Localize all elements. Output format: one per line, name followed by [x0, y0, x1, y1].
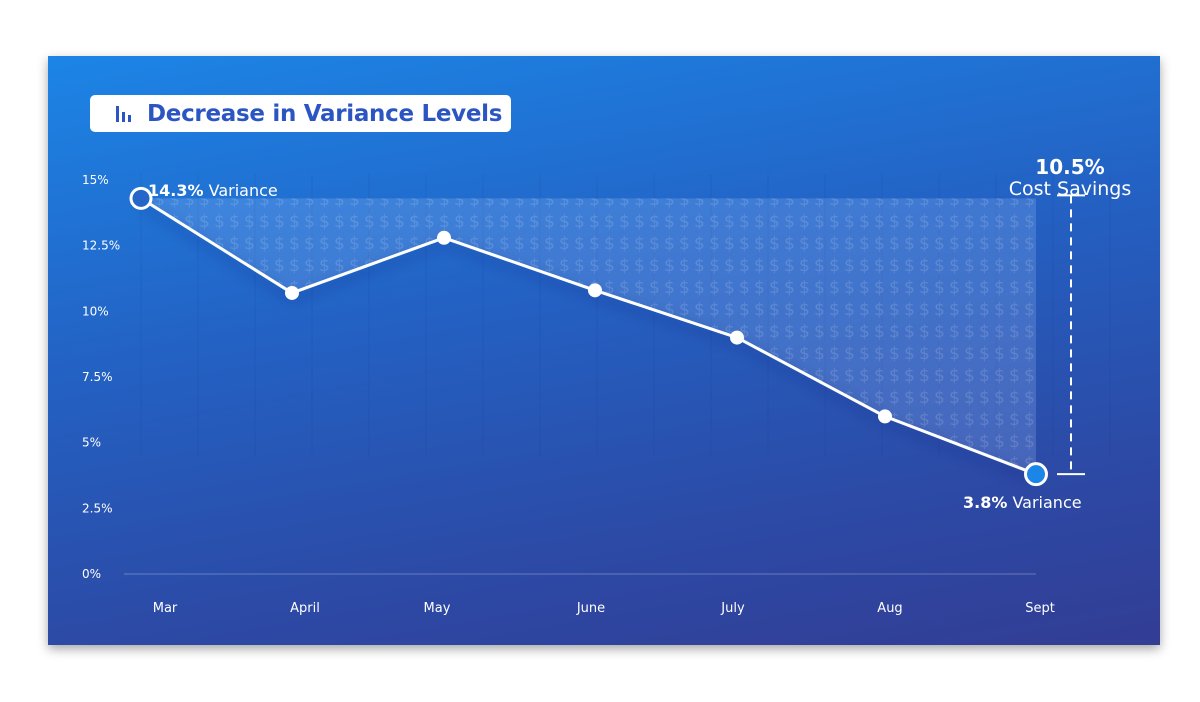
- savings-bracket: [1057, 194, 1085, 476]
- y-tick-label: 15%: [82, 173, 109, 187]
- data-point-start: [129, 186, 153, 210]
- data-point: [730, 330, 744, 345]
- data-point: [588, 283, 602, 298]
- data-point-end: [1024, 462, 1048, 487]
- y-tick-label: 5%: [82, 436, 101, 450]
- x-tick-label: June: [576, 601, 605, 616]
- data-points: [129, 186, 1048, 487]
- y-tick-label: 0%: [82, 567, 101, 581]
- title-badge: Decrease in Variance Levels: [90, 95, 511, 132]
- y-axis-ticks: 0% 2.5% 5% 7.5% 10% 12.5% 15%: [82, 173, 120, 581]
- x-tick-label: Sept: [1025, 601, 1055, 616]
- chart-title: Decrease in Variance Levels: [147, 100, 503, 127]
- x-tick-label: May: [424, 601, 451, 616]
- y-tick-label: 12.5%: [82, 239, 120, 253]
- data-point: [285, 285, 299, 300]
- y-tick-label: 10%: [82, 304, 109, 318]
- x-tick-label: Aug: [877, 601, 902, 616]
- end-value: 3.8%: [963, 493, 1008, 512]
- x-tick-label: April: [290, 601, 320, 616]
- x-axis-ticks: Mar April May June July Aug Sept: [153, 601, 1055, 616]
- savings-value: 10.5%: [1035, 155, 1105, 179]
- start-label: Variance: [208, 181, 278, 200]
- line-chart: $ 0%2.5%5%7.5%10%12.5%15% MarAprilMayJun…: [82, 173, 1111, 616]
- savings-area-pattern: [141, 198, 1036, 475]
- y-tick-label: 2.5%: [82, 501, 113, 515]
- data-point: [437, 230, 451, 245]
- savings-area: [141, 198, 1036, 475]
- savings-label: Cost Savings: [1008, 178, 1132, 200]
- end-label: Variance: [1012, 493, 1082, 512]
- chart-card: $ 0%2.5%5%7.5%10%12.5%15% MarAprilMayJun…: [48, 56, 1160, 645]
- start-annotation: 14.3% Variance: [148, 181, 278, 200]
- data-point: [878, 409, 892, 424]
- savings-annotation: 10.5% Cost Savings: [990, 156, 1150, 200]
- y-tick-label: 7.5%: [82, 370, 113, 384]
- x-tick-label: Mar: [153, 601, 178, 616]
- bar-chart-icon: [116, 105, 134, 122]
- start-value: 14.3%: [148, 181, 204, 200]
- end-annotation: 3.8% Variance: [963, 493, 1082, 512]
- x-tick-label: July: [720, 601, 745, 616]
